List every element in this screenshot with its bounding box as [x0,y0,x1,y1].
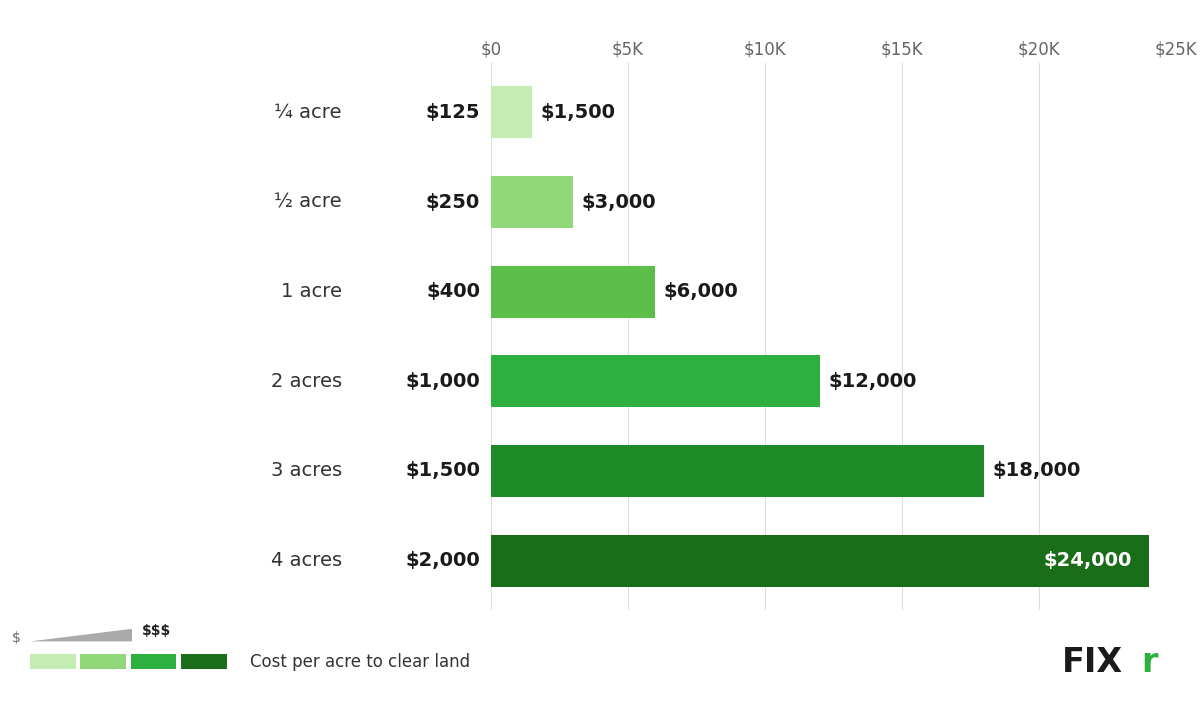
Bar [491,176,574,228]
Text: $1,500: $1,500 [540,103,616,122]
Text: $18,000: $18,000 [992,461,1081,480]
Bar [491,445,984,497]
Text: $12,000: $12,000 [828,372,917,390]
Text: $6,000: $6,000 [664,283,738,301]
Text: $125: $125 [426,103,480,122]
Bar [491,86,532,138]
Text: $1,500: $1,500 [406,461,480,480]
Text: Cost per acre to clear land: Cost per acre to clear land [250,653,469,671]
Text: 2 acres: 2 acres [271,372,342,390]
Text: FIX: FIX [1062,646,1123,679]
Text: $: $ [12,631,20,645]
Bar [491,535,1148,587]
Text: r: r [1141,646,1158,679]
Text: ¼ acre: ¼ acre [275,103,342,122]
Text: ½ acre: ½ acre [275,193,342,212]
Text: 1 acre: 1 acre [281,283,342,301]
Text: $24,000: $24,000 [1044,551,1132,570]
Text: $3,000: $3,000 [582,193,656,212]
Bar [491,266,655,318]
Text: $250: $250 [426,193,480,212]
Text: $1,000: $1,000 [406,372,480,390]
Text: $400: $400 [426,283,480,301]
Text: $2,000: $2,000 [406,551,480,570]
Bar [491,355,820,407]
Text: 4 acres: 4 acres [271,551,342,570]
Text: 3 acres: 3 acres [271,461,342,480]
Text: $$$: $$$ [142,625,170,639]
